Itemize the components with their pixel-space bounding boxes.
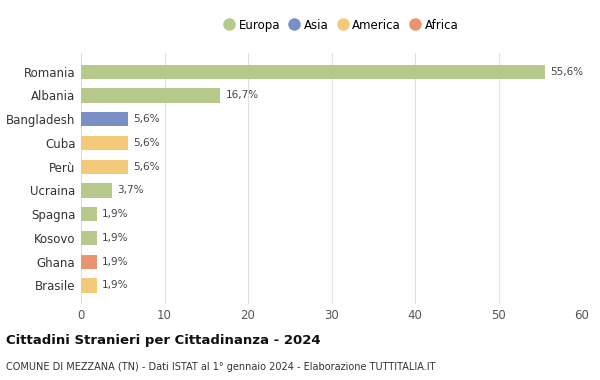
Text: 1,9%: 1,9%: [102, 280, 128, 290]
Bar: [81, 112, 128, 126]
Bar: [81, 183, 112, 198]
Text: 16,7%: 16,7%: [226, 90, 259, 100]
Text: 5,6%: 5,6%: [133, 114, 159, 124]
Legend: Europa, Asia, America, Africa: Europa, Asia, America, Africa: [224, 19, 458, 32]
Text: 3,7%: 3,7%: [117, 185, 143, 195]
Text: Cittadini Stranieri per Cittadinanza - 2024: Cittadini Stranieri per Cittadinanza - 2…: [6, 334, 320, 347]
Bar: [81, 255, 97, 269]
Bar: [81, 207, 97, 221]
Bar: [81, 160, 128, 174]
Text: 1,9%: 1,9%: [102, 209, 128, 219]
Bar: [81, 88, 220, 103]
Text: 5,6%: 5,6%: [133, 138, 159, 148]
Text: 5,6%: 5,6%: [133, 162, 159, 172]
Bar: [81, 136, 128, 150]
Bar: [81, 65, 545, 79]
Bar: [81, 231, 97, 245]
Bar: [81, 278, 97, 293]
Text: 1,9%: 1,9%: [102, 233, 128, 243]
Text: 55,6%: 55,6%: [550, 67, 583, 77]
Text: 1,9%: 1,9%: [102, 257, 128, 267]
Text: COMUNE DI MEZZANA (TN) - Dati ISTAT al 1° gennaio 2024 - Elaborazione TUTTITALIA: COMUNE DI MEZZANA (TN) - Dati ISTAT al 1…: [6, 363, 436, 372]
